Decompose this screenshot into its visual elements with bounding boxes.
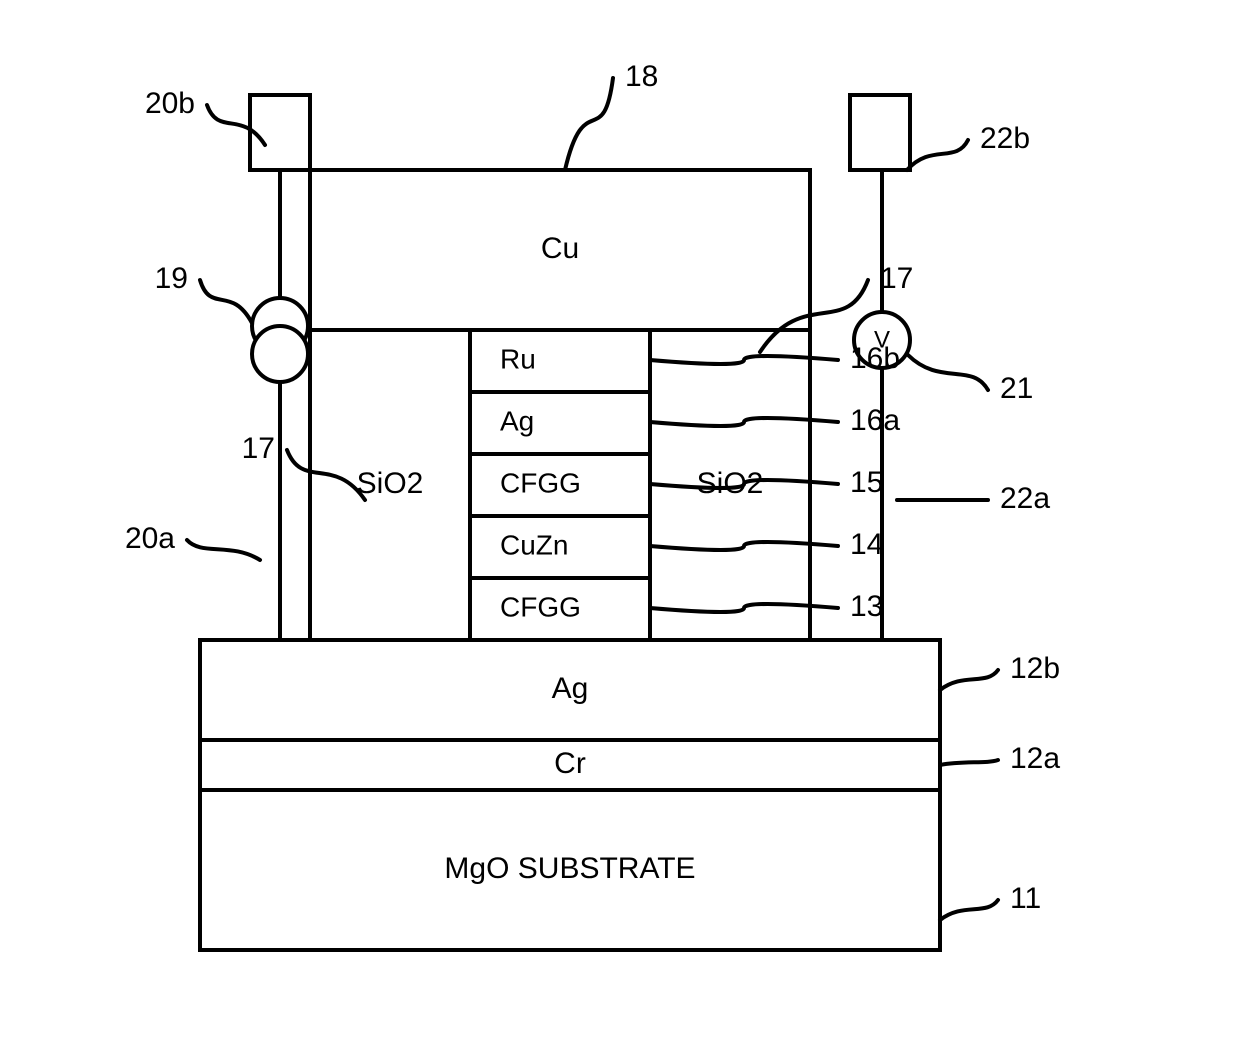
ref-20a: 20a <box>125 522 175 555</box>
cr-layer-label: Cr <box>554 747 586 780</box>
ref-14: 14 <box>850 528 883 561</box>
ref-17: 17 <box>880 262 913 295</box>
ref-18: 18 <box>625 60 658 93</box>
current-source-icon <box>252 326 308 382</box>
ag-bottom-layer-label: Ag <box>552 672 589 705</box>
ref-leader-22b <box>907 140 968 170</box>
ref-21: 21 <box>1000 372 1033 405</box>
ref-12b: 12b <box>1010 652 1060 685</box>
layer-stack-diagram: MgO SUBSTRATE Cr Ag SiO2 SiO2 CFGG CuZn CFGG Ag R… <box>0 0 1240 1039</box>
ag_mid-label: Ag <box>500 405 534 436</box>
ru-layer <box>470 330 650 392</box>
ref-13: 13 <box>850 590 883 623</box>
ru-label: Ru <box>500 343 536 374</box>
cfgg_bot-label: CFGG <box>500 591 581 622</box>
ref-16a: 16a <box>850 404 900 437</box>
sio2-left-label: SiO2 <box>357 467 424 500</box>
ref-22a: 22a <box>1000 482 1050 515</box>
substrate-label: MgO SUBSTRATE <box>444 852 695 885</box>
ref-leader-12a <box>940 760 998 765</box>
ref-16b: 16b <box>850 342 900 375</box>
cuzn-label: CuZn <box>500 529 568 560</box>
ref-19: 19 <box>155 262 188 295</box>
ref-leader-19 <box>200 280 252 323</box>
cfgg_top-label: CFGG <box>500 467 581 498</box>
left-terminal <box>250 95 310 170</box>
ref-22b: 22b <box>980 122 1030 155</box>
ref-11: 11 <box>1010 882 1041 915</box>
ag_mid-layer <box>470 392 650 454</box>
right-terminal <box>850 95 910 170</box>
cu-top-layer-label: Cu <box>541 232 579 265</box>
ref-20b: 20b <box>145 87 195 120</box>
ref-leader-21 <box>908 355 988 390</box>
ref-leader-12b <box>940 670 998 690</box>
sio2-right-label: SiO2 <box>697 467 764 500</box>
ref-15: 15 <box>850 466 883 499</box>
ref-17: 17 <box>242 432 275 465</box>
ref-12a: 12a <box>1010 742 1060 775</box>
ref-leader-20a <box>187 540 260 560</box>
ref-leader-11 <box>940 900 998 920</box>
ref-leader-18 <box>565 78 613 170</box>
